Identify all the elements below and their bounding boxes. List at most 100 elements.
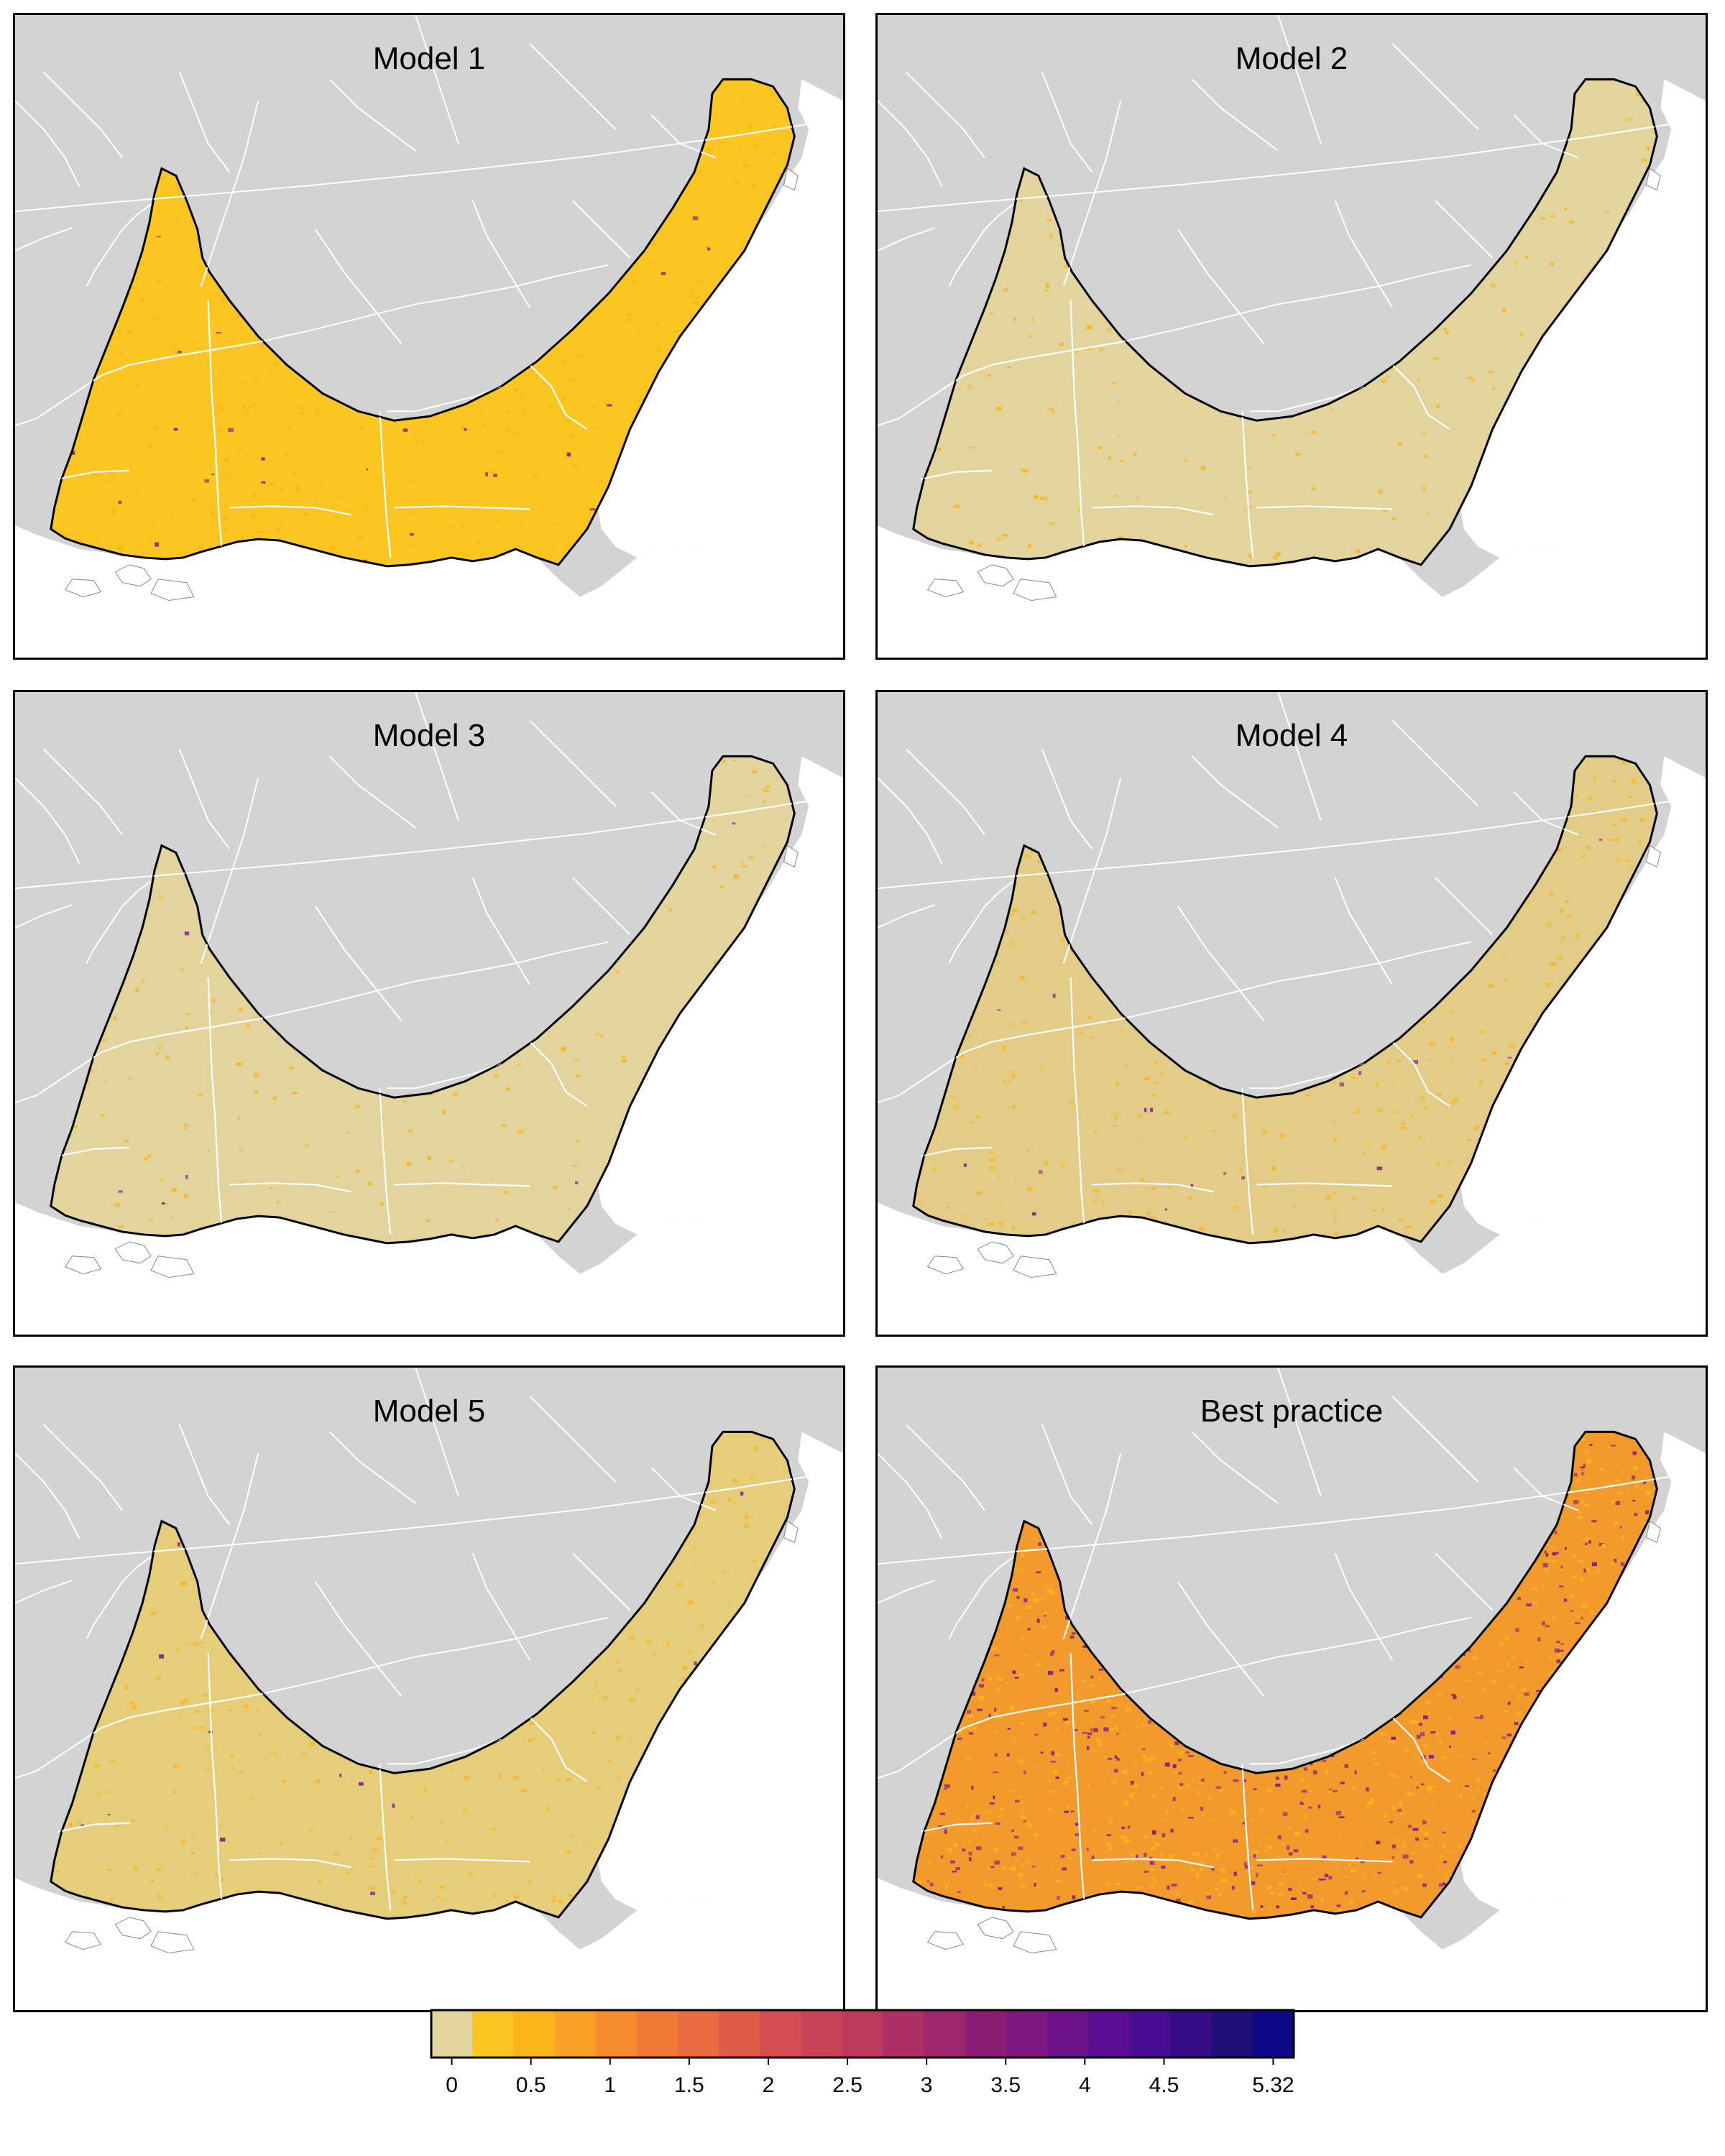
legend-color-bin [1006, 2010, 1048, 2058]
state-boundary-line [387, 1738, 502, 1765]
gulf-of-mexico [878, 1878, 1706, 2010]
legend-color-bin [431, 2010, 473, 2058]
state-boundary-line [529, 720, 617, 807]
state-boundary-line [878, 904, 935, 929]
water-body [1645, 167, 1661, 191]
state-boundary-line [15, 100, 80, 187]
study-area-fill [50, 756, 795, 1243]
gulf-of-mexico [878, 1202, 1706, 1335]
water-body [926, 1931, 965, 1950]
study-area-outline [912, 755, 1658, 1245]
water-body [114, 1917, 152, 1940]
state-boundary-line [1177, 229, 1264, 344]
study-area-outline [912, 1430, 1658, 1920]
atlantic-ocean [597, 1432, 843, 1910]
color-scale-legend: 0 0.5 1 1.5 2 2.5 3 3.5 4 4.5 5.32 [430, 2009, 1295, 2124]
legend-tick-label: 3.5 [990, 2073, 1021, 2097]
map-panel-model-5: Model 5 [13, 1365, 845, 2012]
water-body [783, 1520, 799, 1544]
state-boundary-line [200, 777, 259, 964]
study-area-fill [913, 79, 1657, 566]
state-boundary-line [948, 1556, 1014, 1639]
state-boundary-line [314, 1581, 402, 1697]
state-boundary-line [878, 1452, 943, 1539]
state-boundary-line [314, 229, 402, 344]
map-canvas [15, 692, 843, 1335]
state-boundary-line [329, 1431, 416, 1504]
state-boundary-line [1277, 692, 1322, 821]
state-boundary-line [86, 880, 152, 964]
water-body [977, 1241, 1014, 1264]
state-boundary-line [1277, 1368, 1322, 1497]
water-body [1645, 844, 1661, 868]
legend-tick-label: 4.5 [1149, 2073, 1179, 2097]
map-canvas [15, 15, 843, 658]
state-boundary-line [529, 43, 617, 130]
state-boundary-line [948, 203, 1014, 287]
state-boundary-line [1041, 72, 1093, 173]
state-boundary-line [1277, 15, 1322, 144]
map-canvas [878, 15, 1706, 658]
water-body [783, 844, 799, 868]
water-body [150, 1931, 195, 1954]
study-area-fill [913, 756, 1657, 1243]
state-boundary-line [1062, 100, 1122, 287]
legend-color-bin [1129, 2010, 1172, 2058]
state-boundary-line [948, 880, 1014, 964]
study-area-fill [50, 1432, 795, 1919]
state-boundary-line [878, 227, 935, 252]
state-boundary-line [878, 777, 943, 864]
atlantic-ocean [597, 79, 843, 558]
panel-title: Model 2 [1235, 41, 1348, 76]
legend-color-bin [965, 2010, 1007, 2058]
water-body [114, 564, 152, 587]
state-boundary-line [1062, 777, 1122, 964]
water-body [1645, 1520, 1661, 1544]
state-boundary-line [572, 200, 631, 259]
state-boundary-line [178, 749, 231, 850]
water-body [114, 1241, 152, 1264]
panel-title: Model 1 [372, 41, 486, 76]
legend-color-bin [1088, 2010, 1130, 2058]
state-boundary-line [1392, 43, 1479, 130]
state-boundary-line [1041, 1424, 1093, 1526]
state-boundary-line [1435, 877, 1494, 936]
legend-tick-label: 4 [1079, 2073, 1091, 2097]
state-boundary-line [572, 877, 631, 936]
legend-color-bin [1252, 2010, 1294, 2058]
panel-title: Model 5 [372, 1393, 486, 1429]
state-boundary-line [1435, 200, 1494, 259]
atlantic-ocean [1460, 79, 1706, 558]
atlantic-ocean [1460, 1432, 1706, 1910]
map-panel-model-1: Model 1 [13, 13, 845, 660]
gulf-of-mexico [878, 525, 1706, 658]
water-body [150, 579, 195, 602]
state-boundary-line [1177, 906, 1264, 1021]
legend-color-bin [1170, 2010, 1213, 2058]
state-boundary-line [43, 1424, 124, 1511]
legend-color-bin [472, 2010, 514, 2058]
map-panel-model-2: Model 2 [875, 13, 1708, 660]
map-panel-model-4: Model 4 [875, 690, 1708, 1337]
legend-color-bin [554, 2010, 597, 2058]
state-boundary-line [572, 1552, 631, 1611]
study-area-fill [50, 79, 795, 566]
state-boundary-line [878, 1580, 935, 1604]
atlantic-ocean [597, 756, 843, 1235]
water-body [64, 1256, 102, 1275]
legend-color-bin [924, 2010, 966, 2058]
state-boundary-line [1192, 755, 1279, 829]
legend-color-bin [636, 2010, 678, 2058]
state-boundary-line [415, 15, 459, 144]
map-canvas [15, 1368, 843, 2010]
atlantic-ocean [1460, 756, 1706, 1235]
panel-title: Best practice [1200, 1393, 1384, 1429]
state-boundary-line [178, 1424, 231, 1526]
map-canvas [878, 692, 1706, 1335]
state-boundary-line [200, 1452, 259, 1639]
state-boundary-line [472, 877, 531, 985]
state-boundary-line [387, 385, 502, 413]
legend-color-bin [801, 2010, 842, 2058]
state-boundary-line [15, 1580, 73, 1604]
study-area-outline [50, 78, 796, 568]
